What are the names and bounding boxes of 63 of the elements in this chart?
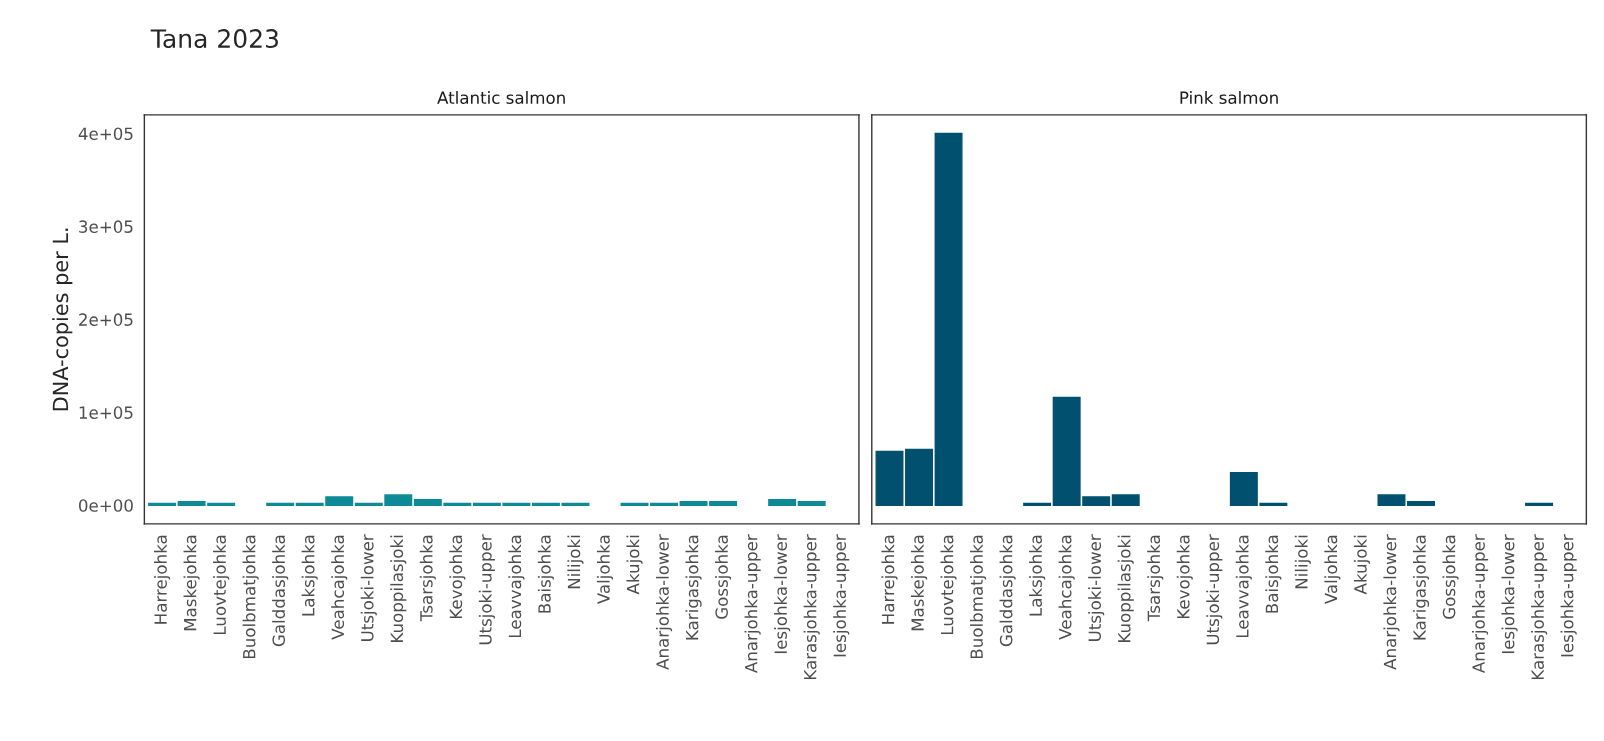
x-tick-label: Iesjohka-lower bbox=[1501, 534, 1518, 654]
x-tick-label: Valjohka bbox=[1324, 535, 1341, 605]
bar bbox=[875, 450, 904, 506]
x-tick-label: Utsjoki-lower bbox=[360, 534, 377, 641]
x-tick-label: Karigasjohka bbox=[1412, 535, 1430, 640]
x-tick-label: Laksjohka bbox=[1029, 535, 1046, 616]
chart-title: Tana 2023 bbox=[150, 29, 278, 49]
x-tick-label: Utsjoki-upper bbox=[1206, 534, 1223, 645]
x-tick-label: Akujoki bbox=[626, 535, 643, 595]
x-tick-label: Anarjohka-lower bbox=[1383, 534, 1400, 670]
bar bbox=[1111, 494, 1140, 506]
chart-subtitle: Atlantic salmon bbox=[437, 91, 565, 104]
x-tick-label: Buolbmatjohka bbox=[970, 535, 987, 659]
y-tick-label: 0e+00 bbox=[79, 499, 133, 512]
x-tick-label: Luovtejohka bbox=[940, 535, 957, 635]
x-tick-label: Veahcajohka bbox=[1058, 535, 1075, 640]
bar bbox=[1377, 494, 1406, 506]
x-tick-label: Karigasjohka bbox=[685, 535, 702, 640]
x-tick-label: Valjohka bbox=[596, 535, 614, 605]
x-tick-label: Tsarsjohka bbox=[1147, 535, 1164, 622]
x-tick-label: Anarjohka-upper bbox=[1471, 534, 1489, 674]
x-tick-label: Luovtejohka bbox=[213, 535, 230, 635]
x-tick-label: Nilijoki bbox=[1294, 535, 1311, 589]
x-tick-label: Tsarsjohka bbox=[419, 535, 436, 622]
x-tick-label: Nilijoki bbox=[567, 535, 584, 589]
x-tick-label: Laksjohka bbox=[301, 535, 318, 616]
x-tick-label: Leavvajohka bbox=[508, 535, 525, 638]
x-tick-label: Maskejohka bbox=[910, 535, 928, 631]
x-tick-label: Akujoki bbox=[1353, 535, 1371, 595]
x-tick-label: Harrejohka bbox=[154, 535, 171, 624]
x-tick-label: Iesjohka-lower bbox=[774, 534, 791, 654]
x-tick-label: Kuoppilasjoki bbox=[390, 535, 407, 642]
y-axis-title: DNA-copies per L. bbox=[52, 228, 73, 411]
x-tick-label: Veahcajohka bbox=[331, 535, 348, 640]
x-tick-label: Baisjohka bbox=[1265, 535, 1282, 613]
y-tick-label: 4e+05 bbox=[78, 127, 133, 141]
chart-subtitle: Pink salmon bbox=[1180, 91, 1278, 104]
x-tick-label: Utsjoki-upper bbox=[478, 534, 495, 645]
x-tick-label: Kevojohka bbox=[449, 535, 466, 619]
x-tick-label: Kevojohka bbox=[1176, 535, 1193, 619]
x-tick-label: Baisjohka bbox=[537, 535, 554, 613]
x-tick-label: Leavvajohka bbox=[1235, 535, 1252, 638]
x-tick-label: Karasjohka-upper bbox=[803, 534, 820, 680]
x-tick-label: Iesjohka-upper bbox=[833, 534, 850, 657]
x-tick-label: Utsjoki-lower bbox=[1088, 534, 1105, 641]
x-tick-label: Kuoppilasjoki bbox=[1117, 535, 1134, 642]
bar bbox=[905, 448, 934, 506]
x-tick-label: Buolbmatjohka bbox=[242, 535, 259, 659]
y-tick-label: 2e+05 bbox=[79, 313, 133, 326]
x-tick-label: Iesjohka-upper bbox=[1560, 534, 1577, 657]
x-tick-label: Gossjohka bbox=[1442, 535, 1459, 619]
x-tick-label: Galddasjohka bbox=[272, 535, 289, 647]
x-tick-label: Anarjohka-lower bbox=[655, 534, 673, 670]
bar bbox=[1407, 500, 1435, 506]
x-tick-label: Anarjohka-upper bbox=[744, 534, 761, 674]
x-tick-label: Karasjohka-upper bbox=[1531, 534, 1548, 680]
y-tick-label: 1e+05 bbox=[79, 406, 133, 419]
x-tick-label: Galddasjohka bbox=[999, 535, 1016, 647]
bar bbox=[934, 132, 963, 506]
x-tick-label: Harrejohka bbox=[881, 535, 898, 624]
x-tick-label: Maskejohka bbox=[183, 535, 200, 631]
y-tick-label: 3e+05 bbox=[79, 220, 133, 233]
x-tick-label: Gossjohka bbox=[715, 535, 732, 619]
